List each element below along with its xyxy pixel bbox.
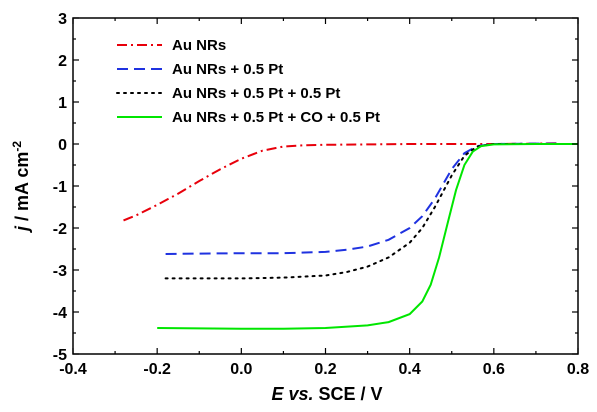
y-axis-title: j / mA cm-2 [10,141,32,233]
y-tick-label: -2 [53,221,67,238]
series-line-au-nrs-0-5-pt [165,142,557,255]
x-axis-title-rest: SCE / V [314,384,383,404]
legend: Au NRs Au NRs + 0.5 Pt Au NRs + 0.5 Pt + 0… [116,37,380,126]
legend-label-au-nrs-0-5-pt-0-5-pt: Au NRs + 0.5 Pt + 0.5 Pt [172,85,340,102]
series-line-au-nrs-0-5-pt-co-0-5-pt [157,143,578,330]
y-tick-label: -4 [53,305,67,322]
x-tick-label: -0.4 [59,361,87,378]
x-tick-label: 0.4 [399,361,421,378]
y-tick-label: 2 [58,53,67,70]
legend-label-au-nrs-0-5-pt: Au NRs + 0.5 Pt [172,61,283,78]
y-tick-label: -1 [53,179,67,196]
legend-label-au-nrs: Au NRs [172,37,226,54]
y-axis-title-italic: j [12,225,32,233]
y-axis-title-sup: -2 [10,141,24,152]
y-tick-label: -5 [53,347,67,364]
x-tick-label: 0.6 [483,361,505,378]
series-line-au-nrs [123,142,558,222]
axes: -0.4 -0.2 0.0 0.2 0.4 0.6 0.8 -5 -4 -3 -2 -1 0 1 2 3 [53,11,589,378]
x-tick-label: 0.8 [567,361,589,378]
x-tick-label: -0.2 [143,361,171,378]
y-axis-title-rest: / mA cm [12,152,32,226]
y-tick-label: 1 [58,95,67,112]
y-tick-label: -3 [53,263,67,280]
x-tick-label: 0.2 [314,361,336,378]
legend-label-au-nrs-0-5-pt-co-0-5-pt: Au NRs + 0.5 Pt + CO + 0.5 Pt [172,109,380,126]
x-axis-title-italic: E vs. [271,384,313,404]
x-tick-label: 0.0 [230,361,252,378]
y-tick-label: 0 [58,137,67,154]
x-axis-title: E vs. SCE / V [271,384,382,404]
plot-layer [123,142,578,330]
plot-frame [72,17,579,355]
series-line-au-nrs-0-5-pt-0-5-pt [164,143,558,280]
y-tick-label: 3 [58,11,67,28]
